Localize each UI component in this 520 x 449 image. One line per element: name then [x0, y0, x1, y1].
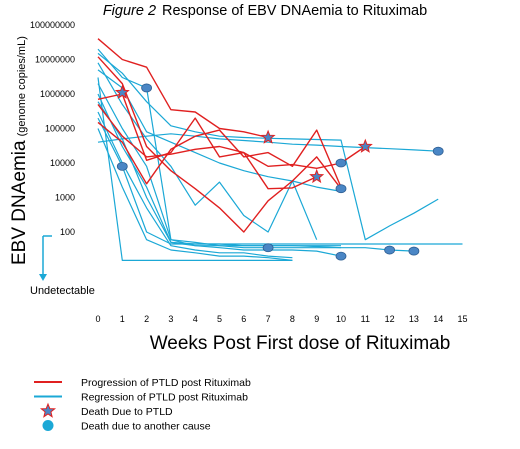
x-tick-label: 11 — [361, 314, 370, 324]
figure-caption: Response of EBV DNAemia to Rituximab — [162, 3, 427, 19]
x-tick-label: 9 — [314, 314, 319, 324]
death-other-cause-marker — [335, 251, 347, 261]
death-ptld-marker — [260, 129, 276, 144]
y-tick-label: 100000 — [45, 124, 75, 134]
regression-line — [97, 77, 293, 261]
x-tick-label: 4 — [193, 314, 198, 324]
regression-line — [97, 117, 463, 245]
regression-line — [97, 69, 342, 192]
progression-line — [97, 56, 342, 233]
death-ptld-marker — [309, 168, 325, 184]
x-tick-labels: 0 1 2 3 4 5 6 7 8 9 10 11 12 13 14 15 — [95, 314, 467, 324]
y-tick-labels: 100000000 10000000 1000000 100000 10000 1000 1… — [30, 20, 75, 237]
x-tick-label: 13 — [409, 314, 419, 324]
death-markers — [114, 83, 444, 261]
regression-line — [97, 101, 342, 249]
x-tick-label: 6 — [241, 314, 246, 324]
y-tick-label: 1000000 — [40, 89, 75, 99]
legend-label: Death Due to PTLD — [81, 406, 173, 418]
x-tick-label: 3 — [168, 314, 173, 324]
x-tick-label: 1 — [120, 314, 125, 324]
x-tick-label: 5 — [217, 314, 222, 324]
series-lines — [97, 38, 463, 261]
legend-circle-icon — [42, 420, 54, 431]
regression-line — [97, 62, 318, 240]
y-axis-units: (genome copies/mL) — [16, 36, 28, 136]
y-axis-label-text: EBV DNAemia — [9, 140, 30, 265]
y-tick-label: 100000000 — [30, 20, 75, 30]
y-axis-label: EBV DNAemia (genome copies/mL) — [9, 36, 30, 265]
legend-label: Regression of PTLD post Rituximab — [81, 392, 248, 404]
death-ptld-marker — [357, 138, 373, 153]
death-other-cause-marker — [141, 83, 153, 93]
death-other-cause-marker — [384, 245, 396, 255]
undetectable-arrow-head — [39, 274, 47, 281]
death-other-cause-marker — [432, 146, 444, 156]
death-other-cause-marker — [335, 158, 347, 168]
x-tick-label: 8 — [290, 314, 295, 324]
progression-line — [97, 103, 366, 170]
y-tick-label: 10000 — [50, 158, 75, 168]
legend: Progression of PTLD post Rituximab Regres… — [34, 377, 251, 433]
x-tick-label: 0 — [95, 314, 100, 324]
progression-line — [97, 121, 342, 188]
chart-title: Figure 2 Response of EBV DNAemia to Ritux… — [103, 3, 427, 19]
legend-star-icon — [39, 402, 57, 418]
y-tick-label: 100 — [60, 227, 75, 237]
x-tick-label: 7 — [266, 314, 271, 324]
progression-line — [97, 38, 269, 139]
undetectable-label: Undetectable — [30, 285, 95, 297]
death-other-cause-marker — [335, 184, 347, 194]
death-other-cause-marker — [116, 161, 128, 171]
regression-line — [97, 111, 293, 259]
x-axis-label: Weeks Post First dose of Rituximab — [150, 333, 451, 354]
y-tick-label: 10000000 — [35, 55, 75, 65]
x-tick-label: 15 — [457, 314, 467, 324]
regression-line — [97, 83, 414, 252]
death-other-cause-marker — [262, 243, 274, 253]
progression-line — [97, 93, 317, 190]
x-tick-label: 10 — [336, 314, 346, 324]
x-tick-label: 14 — [433, 314, 443, 324]
regression-line — [97, 128, 293, 261]
x-tick-label: 2 — [144, 314, 149, 324]
legend-label: Progression of PTLD post Rituximab — [81, 377, 251, 389]
y-tick-label: 1000 — [55, 193, 75, 203]
x-tick-label: 12 — [385, 314, 395, 324]
death-ptld-marker — [114, 84, 130, 99]
figure-number: Figure 2 — [103, 3, 156, 19]
death-other-cause-marker — [408, 246, 420, 256]
regression-line — [97, 93, 342, 257]
legend-label: Death due to another cause — [81, 421, 211, 433]
